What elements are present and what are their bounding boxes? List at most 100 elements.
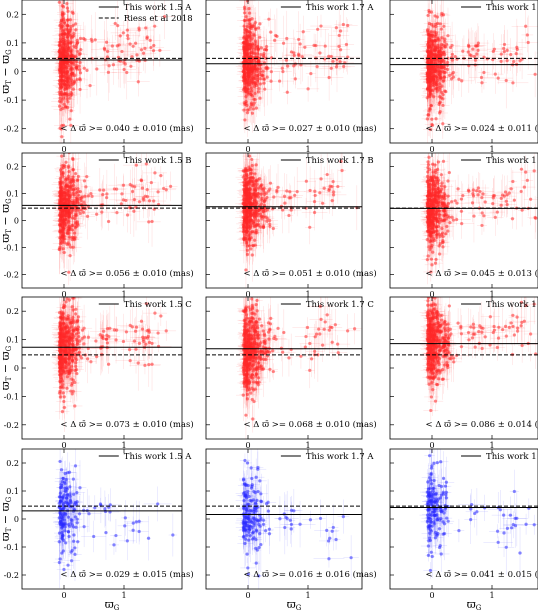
data-point: [143, 46, 147, 51]
data-point: [65, 97, 69, 101]
data-point: [241, 47, 246, 51]
data-point: [327, 75, 331, 80]
data-point: [78, 52, 82, 56]
data-point: [118, 34, 122, 38]
data-point: [66, 52, 70, 56]
data-point: [301, 30, 305, 34]
data-point: [252, 71, 256, 75]
data-point: [256, 90, 261, 94]
data-point: [339, 48, 343, 52]
data-point: [285, 90, 289, 94]
data-point: [526, 40, 530, 45]
data-point: [511, 81, 515, 85]
data-point: [76, 174, 80, 179]
y-tick-label: 0: [14, 68, 19, 77]
data-point: [251, 49, 255, 53]
data-point: [427, 89, 432, 93]
data-point: [129, 64, 133, 68]
data-point: [253, 97, 257, 102]
data-point: [251, 107, 255, 111]
data-point: [281, 69, 285, 74]
data-point: [135, 53, 139, 57]
data-point: [78, 68, 82, 72]
data-point: [61, 16, 65, 20]
data-point: [69, 186, 73, 190]
data-point: [428, 52, 432, 56]
data-point: [169, 184, 173, 189]
data-point: [78, 60, 82, 65]
data-point: [273, 38, 277, 42]
data-point: [67, 169, 71, 174]
data-point: [245, 24, 250, 28]
data-point: [133, 41, 138, 45]
data-point: [98, 188, 102, 192]
data-point: [144, 162, 148, 166]
data-point: [65, 2, 69, 6]
data-point: [59, 180, 63, 184]
data-point: [264, 48, 269, 52]
data-point: [64, 160, 68, 164]
data-point: [461, 49, 465, 53]
data-point: [130, 189, 135, 194]
data-point: [128, 42, 132, 46]
data-point: [429, 22, 434, 27]
data-point: [66, 69, 70, 74]
data-point: [471, 47, 475, 51]
data-point: [79, 196, 83, 200]
data-point: [277, 79, 282, 83]
data-point: [442, 59, 446, 63]
data-point: [253, 92, 257, 96]
data-point: [439, 27, 443, 31]
data-point: [337, 44, 341, 49]
data-point: [254, 73, 258, 77]
data-point: [436, 43, 440, 47]
data-point: [428, 106, 432, 111]
legend-label: This work 1.7 A: [306, 3, 374, 13]
data-point: [265, 75, 269, 79]
data-point: [251, 46, 255, 50]
x-tick-label: 1: [121, 145, 126, 154]
data-point: [93, 38, 97, 42]
data-point: [65, 35, 70, 40]
data-point: [525, 33, 529, 37]
y-tick-label: 0.1: [6, 39, 19, 48]
data-point: [150, 219, 154, 224]
data-point: [426, 77, 430, 81]
data-point: [259, 46, 263, 50]
data-point: [334, 65, 339, 69]
data-point: [293, 77, 297, 81]
data-point: [269, 70, 273, 74]
data-point: [61, 49, 65, 53]
data-point: [74, 45, 78, 49]
data-point: [342, 64, 346, 69]
data-point: [252, 23, 256, 27]
data-point: [137, 200, 142, 204]
data-point: [63, 73, 67, 77]
data-point: [126, 37, 130, 41]
data-point: [141, 196, 145, 200]
data-point: [432, 83, 436, 88]
data-point: [57, 90, 61, 94]
data-point: [241, 79, 246, 83]
data-point: [476, 41, 480, 45]
data-point: [243, 19, 247, 23]
data-point: [246, 47, 250, 51]
data-point: [111, 63, 116, 67]
data-point: [436, 37, 440, 41]
data-point: [512, 59, 516, 64]
data-point: [77, 202, 81, 206]
data-point: [82, 66, 86, 70]
data-point: [428, 127, 433, 132]
data-point: [153, 171, 157, 175]
data-point: [75, 222, 80, 226]
data-points: [51, 0, 175, 143]
data-point: [443, 40, 447, 44]
data-point: [266, 66, 270, 70]
data-point: [429, 56, 433, 60]
data-point: [249, 101, 253, 105]
data-point: [71, 191, 75, 195]
data-point: [432, 69, 437, 73]
data-point: [64, 105, 68, 109]
